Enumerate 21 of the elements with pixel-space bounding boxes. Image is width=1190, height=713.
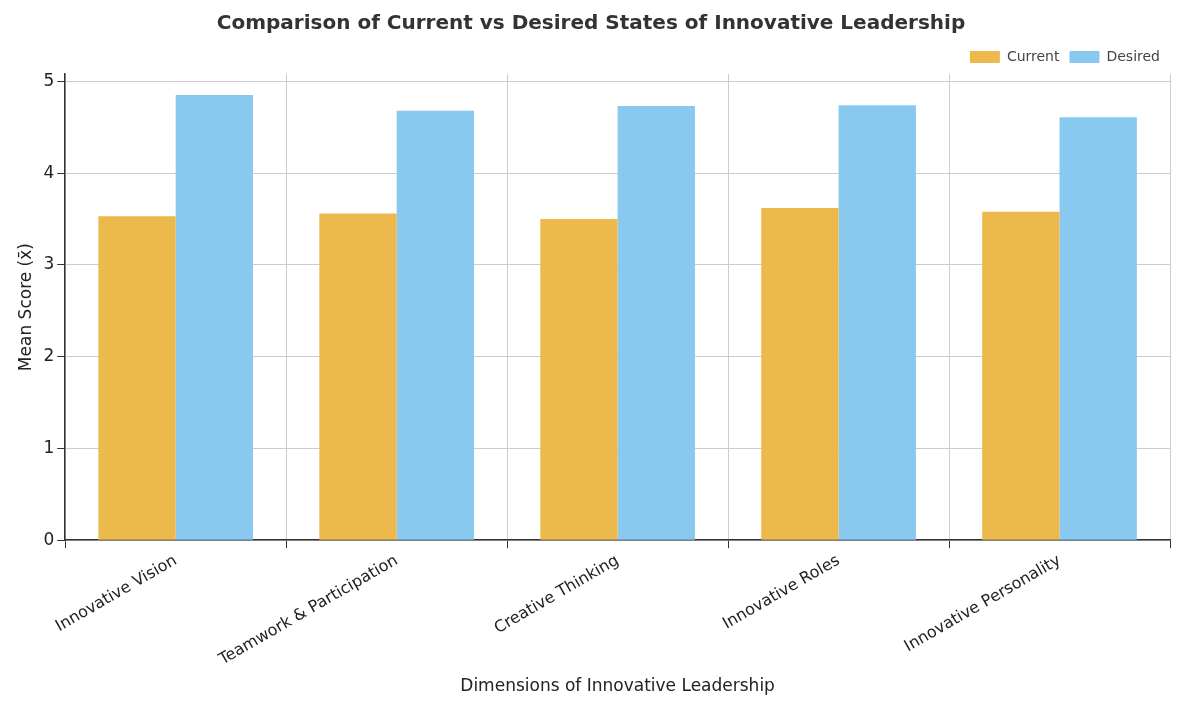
y-tick-label: 2 (43, 345, 55, 366)
y-tick-label: 5 (43, 69, 55, 90)
y-axis-title: Mean Score (x̄) (14, 243, 35, 372)
y-tick-label: 4 (43, 161, 55, 182)
bar (617, 106, 695, 540)
bar (1059, 117, 1137, 540)
y-tick-label: 0 (43, 528, 55, 549)
bar (98, 216, 176, 540)
bar (396, 110, 474, 540)
y-tick-label: 1 (43, 436, 55, 457)
bar (761, 207, 839, 540)
bar (838, 105, 916, 540)
bar (982, 211, 1060, 540)
legend-label: Desired (1106, 47, 1161, 64)
bar (540, 219, 618, 540)
legend-label: Current (1006, 47, 1060, 64)
bar (175, 95, 254, 540)
x-axis-title: Dimensions of Innovative Leadership (460, 675, 775, 696)
y-tick-label: 3 (43, 253, 55, 274)
bar (319, 213, 397, 540)
chart-title: Comparison of Current vs Desired States of Innovative Leadership (216, 10, 966, 35)
